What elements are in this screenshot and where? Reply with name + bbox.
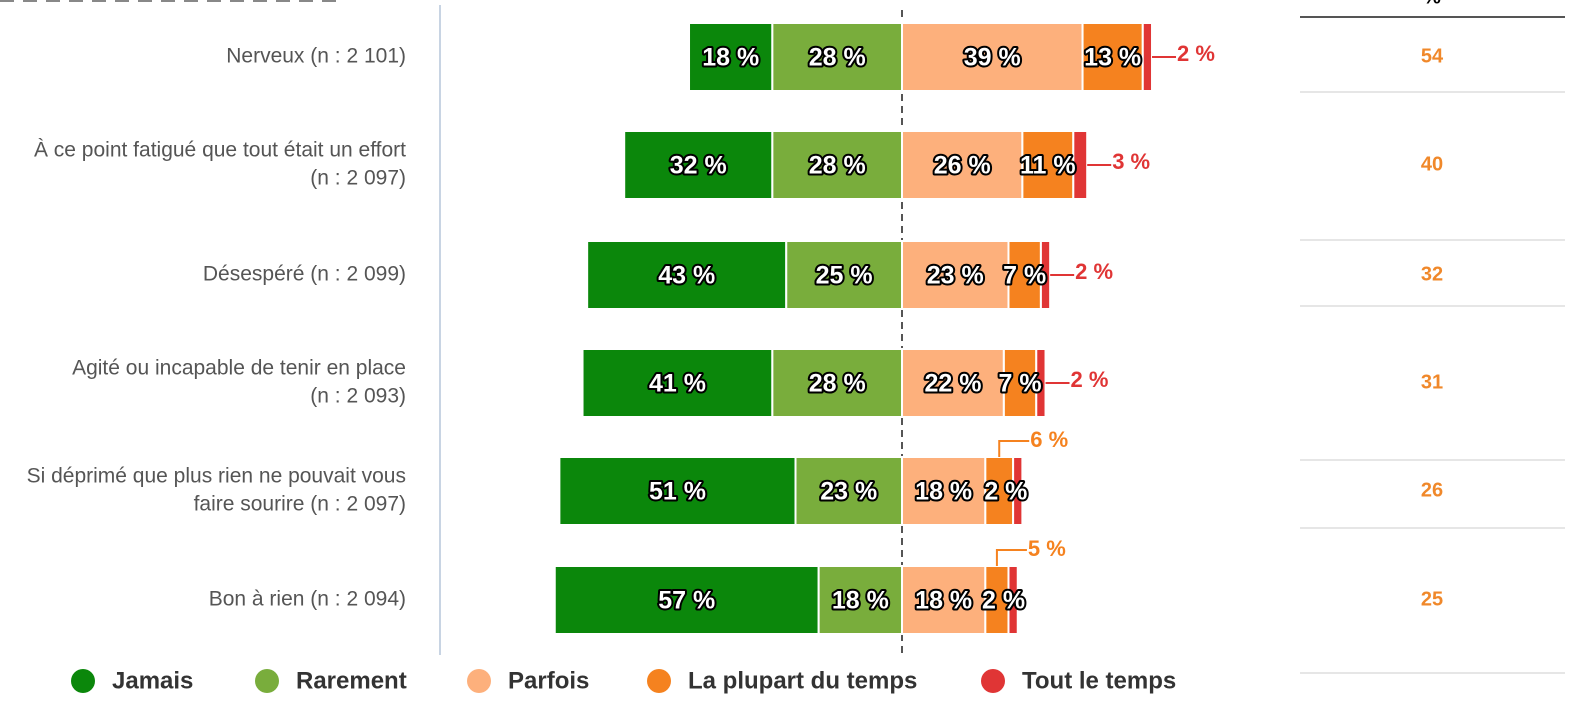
bar-segment <box>794 456 904 526</box>
value-label: 2 % <box>982 587 1025 615</box>
value-label: 39 % <box>964 44 1021 72</box>
callout-label: 2 % <box>1071 367 1109 392</box>
bar-segment <box>1081 22 1144 92</box>
category-label: À ce point fatigué que tout était un eff… <box>34 139 406 162</box>
value-label: 18 % <box>702 44 759 72</box>
callout-label: 2 % <box>1177 41 1215 66</box>
value-label: 18 % <box>832 587 889 615</box>
value-label: 57 % <box>658 587 715 615</box>
value-label: 26 % <box>934 152 991 180</box>
value-label: 32 % <box>670 152 727 180</box>
bar-segment <box>984 456 1015 526</box>
bar-segment <box>771 348 903 418</box>
bar-segment <box>1007 240 1042 310</box>
bar-segment <box>623 130 774 200</box>
value-label: 2 % <box>984 478 1027 506</box>
value-label: 7 % <box>999 370 1042 398</box>
bar-segment <box>1002 348 1038 418</box>
category-label: Nerveux (n : 2 101) <box>226 45 406 68</box>
value-label: 28 % <box>809 370 866 398</box>
value-label: 28 % <box>809 44 866 72</box>
legend-swatch <box>647 669 671 693</box>
bar-segment <box>901 130 1024 200</box>
value-label: 28 % <box>809 152 866 180</box>
callout-line <box>998 440 1030 457</box>
bar-segment <box>785 240 903 310</box>
column-value: 54 <box>1421 45 1444 67</box>
value-label: 13 % <box>1084 44 1141 72</box>
callout-label: 3 % <box>1112 149 1150 174</box>
bar-segment <box>771 130 903 200</box>
bar-segment <box>1007 565 1019 635</box>
bar-segment <box>771 22 903 92</box>
legend-label: Rarement <box>296 667 407 694</box>
callout-label: 6 % <box>1030 427 1068 452</box>
column-value: 26 <box>1421 479 1443 501</box>
bar-segment <box>817 565 903 635</box>
category-label: Si déprimé que plus rien ne pouvait vous <box>27 465 406 488</box>
column-value: 40 <box>1421 153 1443 175</box>
bar-segment <box>1012 456 1024 526</box>
column-value: 31 <box>1421 371 1443 393</box>
legend-swatch <box>71 669 95 693</box>
legend-swatch <box>467 669 491 693</box>
legend-swatch <box>981 669 1005 693</box>
category-label: Bon à rien (n : 2 094) <box>209 588 406 611</box>
value-label: 23 % <box>820 478 877 506</box>
legend-label: Tout le temps <box>1022 667 1176 694</box>
category-label: Désespéré (n : 2 099) <box>203 263 406 286</box>
bar-segment <box>553 565 820 635</box>
value-label: 18 % <box>915 587 972 615</box>
column-separators <box>1300 16 1565 674</box>
legend-label: La plupart du temps <box>688 667 917 694</box>
legend-swatch <box>255 669 279 693</box>
bar-segment <box>901 240 1010 310</box>
bar-segment <box>1141 22 1154 92</box>
legend-label: Jamais <box>112 667 193 694</box>
bar-segment <box>901 565 987 635</box>
value-label: 25 % <box>816 262 873 290</box>
bar-segment <box>901 456 987 526</box>
bar-segment <box>558 456 797 526</box>
bar-segment <box>1021 130 1075 200</box>
bar-segment <box>581 348 774 418</box>
category-label: (n : 2 093) <box>310 385 406 408</box>
column-header: % <box>1423 0 1441 8</box>
value-label: 22 % <box>924 370 981 398</box>
value-label: 43 % <box>658 262 715 290</box>
category-label: faire sourire (n : 2 097) <box>194 493 406 516</box>
column-value: 32 <box>1421 263 1443 285</box>
callout-label: 2 % <box>1075 259 1113 284</box>
value-label: 11 % <box>1020 152 1076 180</box>
value-label: 7 % <box>1003 262 1046 290</box>
legend-label: Parfois <box>508 667 589 694</box>
value-label: 41 % <box>649 370 706 398</box>
value-label: 23 % <box>927 262 984 290</box>
category-label: (n : 2 097) <box>310 167 406 190</box>
bar-segment <box>901 348 1005 418</box>
callout-label: 5 % <box>1028 536 1066 561</box>
value-label: 18 % <box>915 478 972 506</box>
callout-line <box>995 549 1027 566</box>
category-label: Agité ou incapable de tenir en place <box>72 357 406 380</box>
value-label: 51 % <box>649 478 706 506</box>
bar-segment <box>901 22 1084 92</box>
column-value: 25 <box>1421 588 1443 610</box>
